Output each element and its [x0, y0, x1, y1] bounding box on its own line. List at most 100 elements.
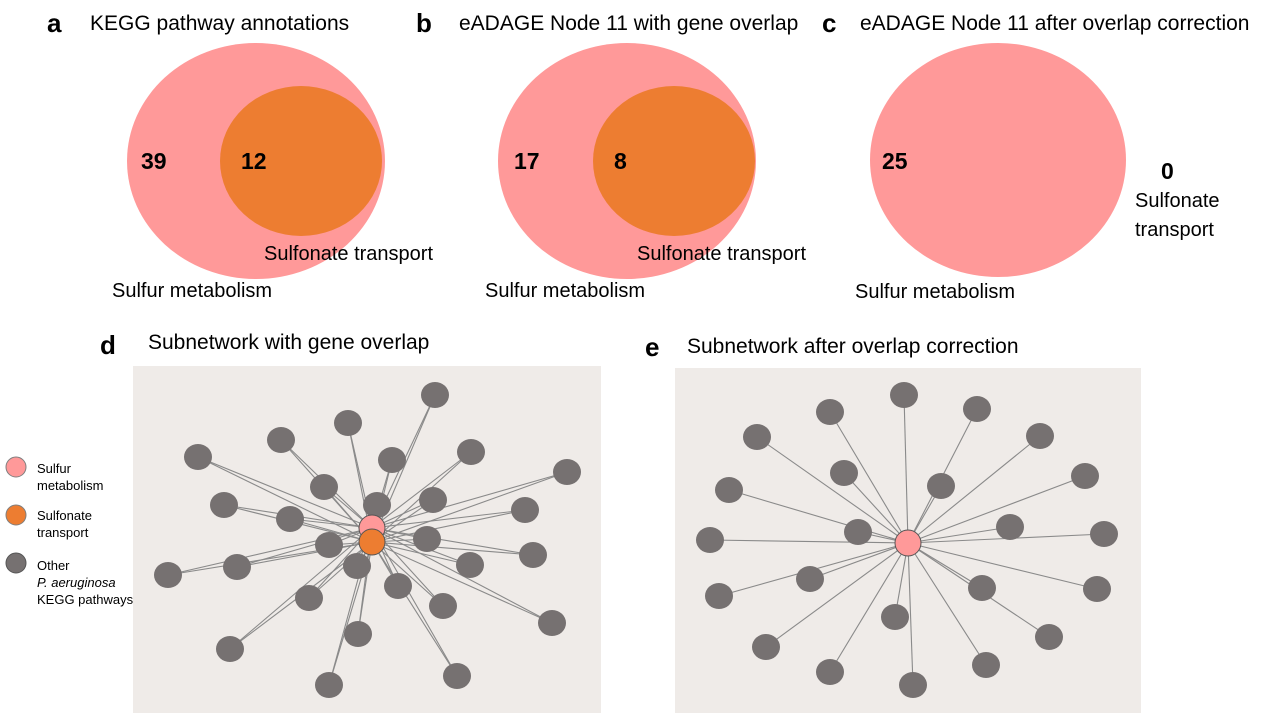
- network-d-edge: [371, 541, 444, 607]
- network-d-gene-node: [429, 593, 457, 619]
- network-e-edge: [809, 542, 909, 580]
- network-d-edge: [371, 541, 553, 624]
- legend-other-pathways-label: Other P. aeruginosa KEGG pathways: [37, 557, 133, 608]
- network-d-gene-node: [443, 663, 471, 689]
- network-e-edge: [709, 539, 909, 544]
- network-d-edge: [371, 471, 568, 529]
- venn-a-inner-count: 12: [241, 148, 267, 174]
- network-e-edge: [829, 542, 909, 673]
- venn-b-outer-count: 17: [514, 148, 540, 174]
- network-e-edge: [907, 526, 1011, 544]
- network-d-gene-node: [421, 382, 449, 408]
- network-d-edge: [197, 456, 373, 529]
- panel-e-letter: e: [645, 332, 660, 362]
- network-e-edge: [907, 435, 1041, 544]
- panel-d-letter: d: [100, 330, 116, 360]
- panel-c-title: eADAGE Node 11 after overlap correction: [860, 12, 1250, 35]
- network-d-edge: [328, 527, 373, 686]
- network-d-edge: [371, 451, 472, 529]
- network-d-gene-node: [334, 410, 362, 436]
- network-d-gene-node: [384, 573, 412, 599]
- network-e-gene-node: [890, 382, 918, 408]
- panel-b-letter: b: [416, 8, 432, 38]
- legend-sulfur-metabolism-label: Sulfur metabolism: [37, 460, 103, 494]
- network-e-gene-node: [816, 659, 844, 685]
- legend-other-line3: KEGG pathways: [37, 592, 134, 607]
- network-e-gene-node: [796, 566, 824, 592]
- network-e-edge: [728, 489, 909, 544]
- network-d-sulfonate-transport-hub: [358, 528, 386, 556]
- network-d-edge: [371, 509, 526, 529]
- network-e-gene-node: [705, 583, 733, 609]
- network-d-gene-node: [295, 585, 323, 611]
- venn-c-side-count: 0: [1161, 158, 1174, 184]
- network-e-gene-node: [844, 519, 872, 545]
- venn-a-outer-count: 39: [141, 148, 167, 174]
- venn-c-side-label-line1: Sulfonate: [1135, 190, 1220, 212]
- legend-sulfonate-line1: Sulfonate: [37, 508, 92, 523]
- network-d: [154, 382, 581, 698]
- network-d-gene-node: [276, 506, 304, 532]
- network-e-gene-node: [968, 575, 996, 601]
- network-e-gene-node: [996, 514, 1024, 540]
- venn-c-outer-label: Sulfur metabolism: [855, 281, 1016, 303]
- network-e-edge: [907, 542, 1098, 590]
- panel-a-letter: a: [47, 8, 62, 38]
- panel-b-title: eADAGE Node 11 with gene overlap: [459, 12, 799, 35]
- legend-sulfur-metabolism-swatch: [5, 456, 27, 478]
- network-d-gene-node: [419, 487, 447, 513]
- network-d-gene-node: [378, 447, 406, 473]
- venn-b-inner-count: 8: [614, 148, 627, 174]
- network-e: [696, 382, 1118, 698]
- network-d-gene-node: [456, 552, 484, 578]
- panel-a-title: KEGG pathway annotations: [90, 12, 350, 35]
- venn-b-outer-label: Sulfur metabolism: [485, 280, 646, 302]
- network-e-sulfur-metabolism-hub: [894, 529, 922, 557]
- network-d-edge: [167, 527, 373, 576]
- legend-other-pathways-swatch: [5, 552, 27, 574]
- network-d-gene-node: [363, 492, 391, 518]
- legend-sulfonate-transport-label: Sulfonate transport: [37, 507, 92, 541]
- legend-swatches: [5, 456, 27, 574]
- network-e-edge: [765, 542, 909, 648]
- network-d-edge: [197, 456, 373, 543]
- network-e-gene-node: [816, 399, 844, 425]
- network-d-gene-node: [154, 562, 182, 588]
- network-d-gene-node: [223, 554, 251, 580]
- network-d-gene-node: [538, 610, 566, 636]
- legend-other-line2: P. aeruginosa: [37, 575, 116, 590]
- network-d-gene-node: [267, 427, 295, 453]
- network-e-gene-node: [715, 477, 743, 503]
- network-d-gene-node: [553, 459, 581, 485]
- network-d-edge: [371, 541, 534, 556]
- network-d-gene-node: [344, 621, 372, 647]
- venn-a-outer-label: Sulfur metabolism: [112, 280, 273, 302]
- network-e-edge: [843, 472, 909, 544]
- legend-sulfur-line1: Sulfur: [37, 461, 71, 476]
- network-e-gene-node: [1035, 624, 1063, 650]
- network-e-edge: [903, 394, 909, 544]
- venn-c-side-label-line2: transport: [1135, 219, 1214, 241]
- network-d-edge: [308, 541, 373, 599]
- network-e-gene-node: [1090, 521, 1118, 547]
- network-d-edge: [371, 509, 526, 543]
- network-e-edge: [829, 411, 909, 544]
- network-d-edge: [371, 527, 534, 556]
- legend-other-line1: Other: [37, 558, 70, 573]
- network-d-gene-node: [511, 497, 539, 523]
- network-e-gene-node: [1071, 463, 1099, 489]
- network-e-gene-node: [752, 634, 780, 660]
- network-e-gene-node: [972, 652, 1000, 678]
- network-e-gene-node: [743, 424, 771, 450]
- venn-b-inner-label: Sulfonate transport: [637, 243, 806, 265]
- network-d-gene-node: [210, 492, 238, 518]
- network-e-gene-node: [881, 604, 909, 630]
- network-d-edge: [357, 541, 373, 635]
- legend-sulfonate-transport-swatch: [5, 504, 27, 526]
- network-e-edge: [907, 542, 914, 686]
- network-d-edge: [371, 471, 568, 543]
- legend-sulfonate-line2: transport: [37, 525, 89, 540]
- network-d-gene-node: [413, 526, 441, 552]
- network-d-gene-node: [315, 672, 343, 698]
